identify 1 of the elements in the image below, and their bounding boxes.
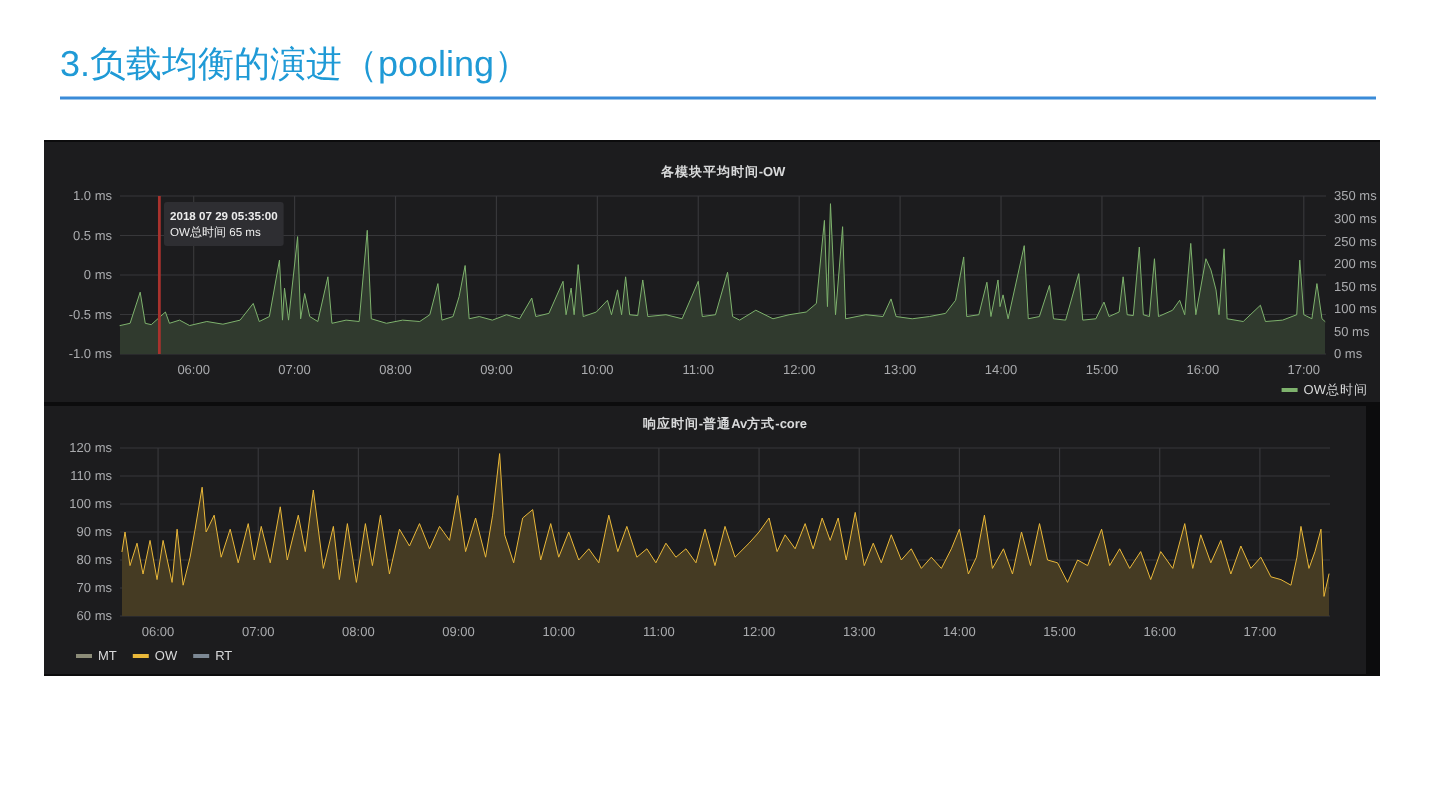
chart-title: 3.负载均衡的演进（pooling）: [60, 44, 531, 84]
